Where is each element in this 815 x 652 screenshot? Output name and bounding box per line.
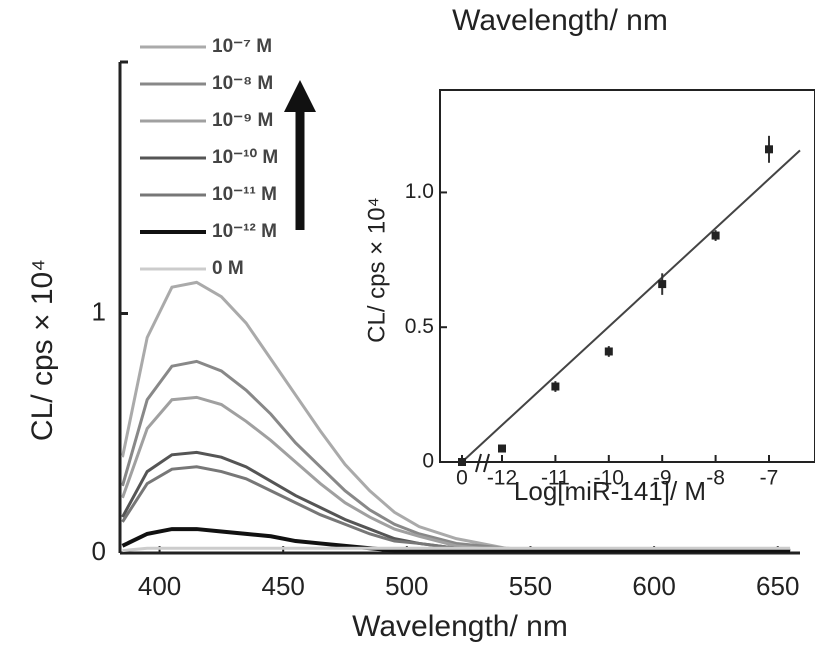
inset-x-tick-label: -12 [487,467,517,490]
legend-label: 10⁻⁹ M [212,110,273,131]
legend-label: 10⁻⁷ M [212,36,272,57]
inset-y-tick-label: 1.0 [405,180,434,203]
x-tick-label: 400 [138,571,181,601]
point [551,382,560,391]
x-axis-label: Wavelength/ nm [352,610,568,643]
point [765,145,773,154]
x-tick-label: 450 [262,571,305,601]
point [498,444,506,453]
y-tick-label: 0 [92,536,106,566]
x-tick-label: 650 [756,571,799,601]
inset-y-tick-label: 0 [422,450,434,473]
series-line [122,546,791,553]
trendline [461,149,801,463]
inset-x-tick-label: 0 [456,467,468,490]
inset-x-tick-label: -9 [653,467,672,490]
y-tick-label: 1 [92,296,106,326]
inset-y-label: CL/ cps × 10⁴ [363,197,390,343]
inset-x-label: Log[miR-141]/ M [514,476,706,506]
legend-label: 10⁻⁸ M [212,73,273,94]
point [711,231,720,240]
legend-label: 0 M [212,258,244,279]
inset-x-tick-label: -11 [541,467,570,490]
inset-x-tick-label: -10 [594,467,624,490]
inset-x-tick-label: -7 [760,467,779,490]
axis-break [475,453,490,473]
arrow-head [284,80,316,112]
y-axis-label: CL/ cps × 10⁴ [26,259,59,441]
legend-label: 10⁻¹⁰ M [212,147,278,168]
x-tick-label: 550 [509,571,552,601]
x-tick-label: 500 [385,571,428,601]
inset-x-tick-label: -8 [706,467,725,490]
inset-frame [439,89,815,463]
legend-label: 10⁻¹¹ M [212,184,277,205]
x-tick-label: 600 [632,571,675,601]
inset-y-tick-label: 0.5 [405,315,434,338]
legend-label: 10⁻¹² M [212,221,277,242]
series-line [121,527,791,553]
top-label: Wavelength/ nm [452,4,668,37]
point [658,280,667,289]
point [458,458,466,466]
point [604,347,613,356]
